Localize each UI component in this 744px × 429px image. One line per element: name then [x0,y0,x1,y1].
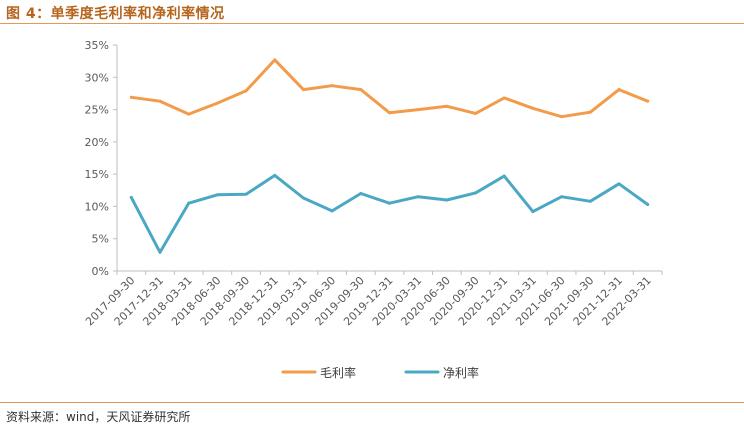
legend-label: 净利率 [443,365,479,380]
data-point [273,173,277,177]
data-point [502,96,506,100]
data-point [359,88,363,92]
y-tick-label: 5% [92,233,109,246]
series-line-gross-margin [129,58,650,119]
legend-label: 毛利率 [320,365,356,380]
data-point [129,95,133,99]
data-point [588,110,592,114]
data-point [359,192,363,196]
data-point [646,202,650,206]
data-point [301,88,305,92]
data-point [474,191,478,195]
y-tick-label: 0% [92,265,109,278]
data-point [187,112,191,116]
data-point [646,99,650,103]
data-point [560,195,564,199]
title-divider [0,23,744,24]
data-point [215,193,219,197]
data-point [416,108,420,112]
data-point [617,88,621,92]
figure-title: 图 4：单季度毛利率和净利率情况 [6,6,225,22]
data-point [244,192,248,196]
data-point [531,106,535,110]
y-tick-label: 30% [85,71,109,84]
data-point [388,111,391,115]
data-point [502,174,506,178]
y-tick-label: 35% [85,39,109,52]
data-point [416,195,420,199]
data-point [617,182,621,186]
data-point [330,209,334,213]
data-point [215,101,219,105]
data-point [330,84,334,88]
data-point [474,111,478,115]
data-point [187,201,191,205]
y-tick-label: 20% [85,136,109,149]
chart-series [129,58,650,254]
data-point [129,195,133,199]
y-axis: 0% 5% 10% 15% 20% 25% 30% 35% [85,39,118,278]
data-point [588,199,592,203]
series-line-net-margin [129,173,650,254]
data-point [445,104,449,108]
data-point [445,198,449,202]
y-tick-label: 15% [85,168,109,181]
data-point [388,201,391,205]
line-chart: 0% 5% 10% 15% 20% 25% 30% 35% 2017-09-302017-12… [83,39,663,380]
data-point [244,89,248,93]
chart-legend: 毛利率 净利率 [281,365,479,380]
y-tick-label: 10% [85,200,109,213]
data-point [301,196,305,200]
y-tick-label: 25% [85,104,109,117]
data-point [158,99,162,103]
data-point [560,115,564,119]
data-point [531,210,535,214]
x-axis: 2017-09-302017-12-312018-03-312018-06-30… [83,270,663,328]
data-point [158,250,162,254]
data-point [273,58,277,62]
source-note: 资料来源：wind，天风证券研究所 [6,410,191,424]
source-divider [0,402,744,403]
